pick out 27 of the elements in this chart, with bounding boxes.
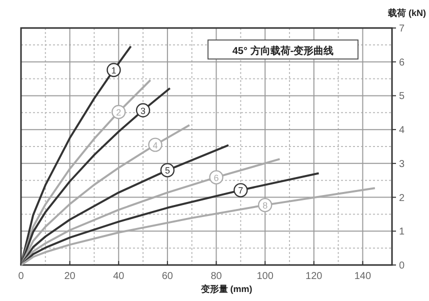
- series-label: 2: [116, 107, 122, 118]
- series-label: 4: [152, 140, 158, 150]
- series-label: 1: [111, 65, 116, 76]
- y-tick-label: 5: [399, 91, 405, 102]
- y-axis-title: 载荷 (kN): [387, 8, 426, 18]
- series-label: 7: [238, 186, 244, 196]
- x-tick-label: 140: [354, 271, 372, 282]
- x-tick-label: 100: [256, 271, 274, 282]
- y-tick-label: 6: [399, 57, 405, 68]
- text: 45° 方向载荷-变形曲线: [232, 45, 334, 57]
- series-label: 3: [140, 106, 146, 116]
- y-tick-label: 7: [399, 24, 405, 34]
- y-tick-label: 4: [399, 125, 405, 136]
- x-tick-label: 120: [306, 271, 323, 282]
- series-label: 6: [214, 172, 219, 183]
- series-label: 8: [262, 200, 268, 211]
- x-tick-label: 40: [113, 271, 125, 282]
- x-tick-label: 20: [64, 271, 76, 282]
- x-tick-label: 60: [162, 271, 174, 282]
- x-axis-title: 变形量 (mm): [200, 284, 252, 294]
- y-tick-label: 0: [399, 260, 405, 272]
- y-tick-label: 3: [399, 158, 405, 170]
- x-tick-label: 0: [18, 271, 24, 282]
- y-tick-label: 1: [399, 226, 405, 238]
- x-tick-label: 80: [210, 271, 222, 282]
- y-tick-label: 2: [399, 192, 405, 204]
- series-label: 5: [164, 166, 170, 176]
